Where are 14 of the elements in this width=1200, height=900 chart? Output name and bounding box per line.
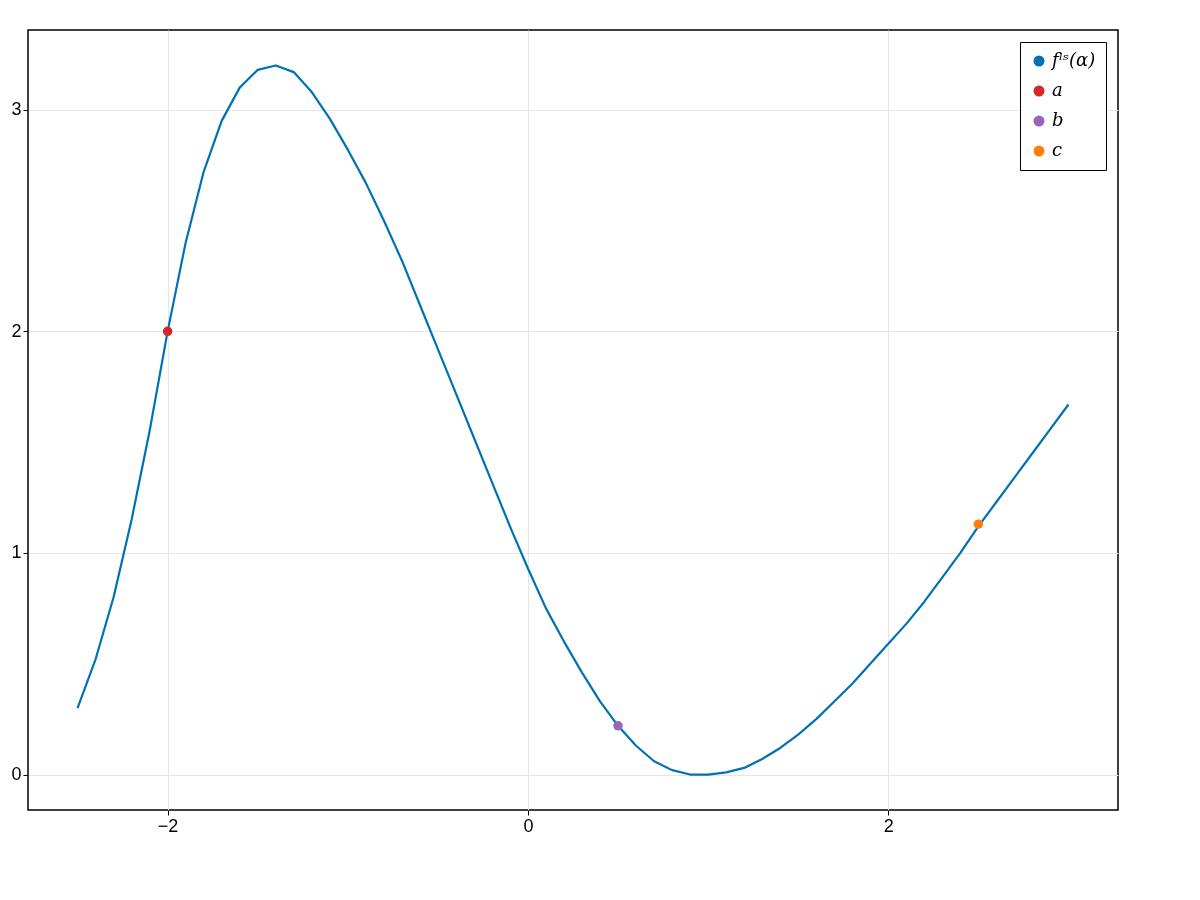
point (162, 326, 173, 337)
y-tick-label: 3 (11, 99, 22, 120)
x-tick-label: −2 (157, 815, 179, 836)
y-tick-label: 0 (11, 764, 22, 785)
x-tick-label: 2 (883, 815, 894, 836)
x-tick-label: 0 (523, 815, 534, 836)
legend-label: fˡˢ(α) (1050, 49, 1096, 70)
legend-label: b (1052, 109, 1064, 130)
point (973, 519, 984, 529)
legend-label: a (1052, 79, 1063, 100)
legend-label: c (1052, 139, 1063, 160)
y-tick-label: 2 (11, 320, 22, 341)
y-tick-label: 1 (11, 542, 22, 563)
point (613, 721, 623, 731)
